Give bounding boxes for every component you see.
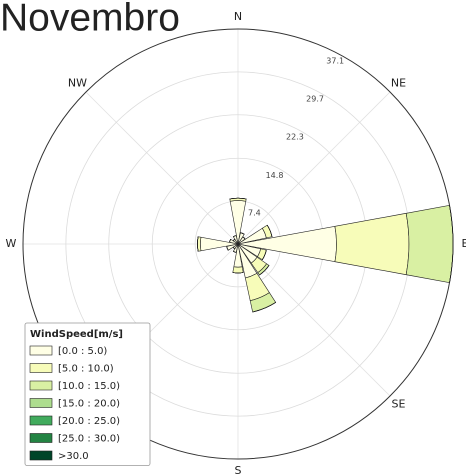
direction-label: N bbox=[234, 10, 242, 23]
legend-swatch bbox=[29, 415, 53, 426]
legend-label: [25.0 : 30.0) bbox=[58, 434, 120, 445]
direction-label: NW bbox=[68, 76, 87, 89]
legend-label: [15.0 : 20.0) bbox=[58, 399, 120, 410]
legend-title: WindSpeed[m/s] bbox=[30, 329, 123, 340]
spoke bbox=[237, 91, 391, 245]
wind-bar bbox=[252, 302, 276, 313]
wind-bar bbox=[229, 197, 247, 200]
wind-bar bbox=[233, 235, 237, 237]
direction-label: SE bbox=[392, 398, 406, 411]
wind-bar bbox=[449, 205, 454, 283]
wind-bar bbox=[334, 212, 410, 276]
legend-swatch bbox=[29, 345, 53, 356]
wind-bar bbox=[232, 238, 235, 241]
legend-swatch bbox=[29, 380, 53, 391]
radial-tick-label: 7.4 bbox=[248, 209, 261, 218]
legend-label: >30.0 bbox=[58, 451, 89, 462]
wind-bar bbox=[405, 205, 454, 283]
direction-label: NE bbox=[391, 76, 406, 89]
wind-bar bbox=[229, 239, 231, 243]
legend-swatch bbox=[29, 450, 53, 461]
legend-swatch bbox=[29, 398, 53, 408]
wind-bar bbox=[197, 236, 199, 252]
wind-bar bbox=[240, 232, 245, 235]
direction-label: W bbox=[6, 237, 17, 250]
radial-tick-label: 22.3 bbox=[286, 132, 304, 141]
legend-swatch bbox=[29, 363, 53, 373]
spoke bbox=[85, 91, 239, 245]
legend-label: [5.0 : 10.0) bbox=[58, 364, 114, 375]
radial-tick-label: 37.1 bbox=[326, 57, 344, 66]
legend-box bbox=[24, 322, 151, 466]
legend-swatch bbox=[29, 433, 53, 443]
legend-label: [10.0 : 15.0) bbox=[58, 381, 120, 392]
wind-bar bbox=[233, 251, 237, 253]
radial-tick-label: 14.8 bbox=[266, 171, 284, 180]
direction-label: S bbox=[235, 464, 242, 476]
wind-bar bbox=[232, 266, 244, 274]
direction-label: E bbox=[462, 237, 466, 250]
chart-title: Novembro bbox=[0, 0, 180, 39]
radial-tick-label: 29.7 bbox=[306, 95, 324, 104]
legend-label: [0.0 : 5.0) bbox=[58, 346, 107, 357]
legend-label: [20.0 : 25.0) bbox=[58, 416, 120, 427]
wind-bar bbox=[232, 247, 235, 250]
wind-bar bbox=[200, 236, 239, 252]
